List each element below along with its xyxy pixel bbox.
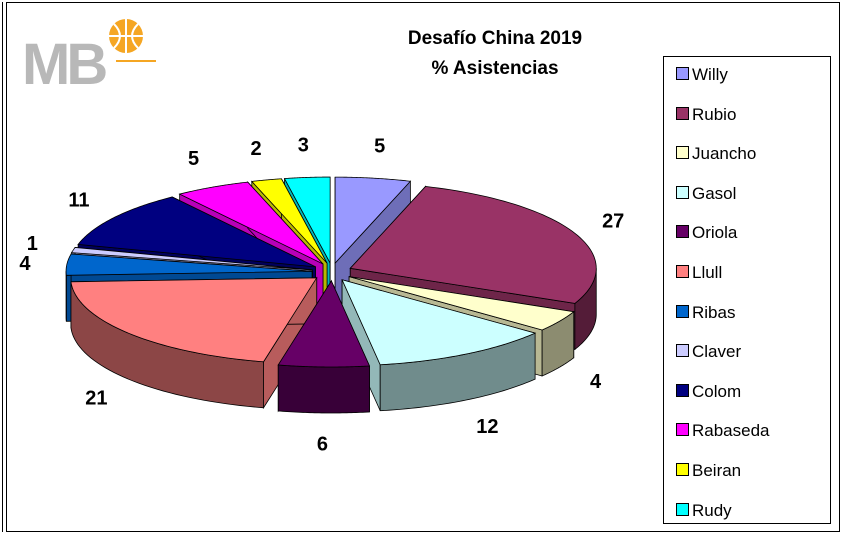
chart-title: Desafío China 2019 % Asistencias bbox=[330, 24, 660, 84]
legend-label: Gasol bbox=[692, 183, 737, 203]
legend-item-beiran: Beiran bbox=[676, 461, 741, 481]
logo-underline bbox=[116, 60, 156, 62]
logo: MB bbox=[22, 19, 156, 94]
legend-swatch bbox=[676, 304, 689, 318]
data-label-rabaseda: 5 bbox=[188, 148, 199, 170]
data-label-ribas: 4 bbox=[19, 253, 31, 275]
legend-swatch bbox=[676, 502, 689, 516]
legend-label: Juancho bbox=[692, 144, 757, 164]
legend-item-juancho: Juancho bbox=[676, 144, 756, 164]
legend-item-gasol: Gasol bbox=[676, 184, 736, 204]
legend-item-llull: Llull bbox=[676, 263, 722, 283]
pie-slice-oriola bbox=[277, 279, 371, 414]
legend-item-oriola: Oriola bbox=[676, 223, 737, 243]
legend-label: Llull bbox=[692, 263, 723, 282]
pie-slice-llull bbox=[70, 276, 318, 410]
legend-swatch bbox=[676, 383, 689, 397]
legend-swatch bbox=[676, 146, 689, 160]
legend-swatch bbox=[676, 225, 689, 239]
legend-item-rabaseda: Rabaseda bbox=[676, 421, 770, 441]
legend-item-ribas: Ribas bbox=[676, 303, 735, 323]
logo-text: MB bbox=[22, 32, 106, 94]
data-label-beiran: 2 bbox=[251, 138, 262, 160]
legend-swatch bbox=[676, 185, 689, 199]
data-label-colom: 11 bbox=[68, 190, 89, 212]
legend-label: Colom bbox=[692, 381, 742, 401]
data-label-claver: 1 bbox=[27, 233, 38, 255]
data-label-willy: 5 bbox=[374, 136, 385, 158]
outer-border bbox=[2, 2, 3, 532]
legend-label: Rudy bbox=[692, 500, 732, 520]
legend-swatch bbox=[676, 463, 689, 477]
legend: Willy Rubio Juancho Gasol Oriola Llull Ribas Cl… bbox=[663, 56, 831, 524]
legend-swatch bbox=[676, 265, 689, 279]
legend-swatch bbox=[676, 67, 689, 81]
legend-label: Willy bbox=[692, 65, 728, 84]
legend-swatch bbox=[676, 344, 689, 358]
legend-label: Beiran bbox=[692, 461, 742, 480]
data-label-gasol: 12 bbox=[476, 416, 498, 438]
legend-item-willy: Willy bbox=[676, 65, 728, 85]
legend-label: Oriola bbox=[692, 223, 738, 243]
basketball-icon bbox=[109, 19, 143, 53]
legend-label: Ribas bbox=[692, 302, 736, 322]
legend-item-claver: Claver bbox=[676, 342, 741, 362]
data-label-llull: 21 bbox=[85, 388, 107, 410]
legend-label: Rubio bbox=[692, 104, 737, 124]
data-label-juancho: 4 bbox=[590, 371, 602, 393]
legend-label: Rabaseda bbox=[692, 421, 770, 441]
chart-title-line-1: Desafío China 2019 bbox=[407, 28, 583, 49]
pie-slice-gasol bbox=[341, 279, 537, 412]
legend-item-colom: Colom bbox=[676, 382, 741, 402]
legend-item-rudy: Rudy bbox=[676, 501, 732, 521]
chart-title-line-2: % Asistencias bbox=[431, 58, 559, 79]
legend-swatch bbox=[676, 106, 689, 120]
data-label-rudy: 3 bbox=[298, 135, 309, 157]
legend-label: Claver bbox=[692, 342, 742, 362]
legend-swatch bbox=[676, 423, 689, 437]
data-label-rubio: 27 bbox=[602, 210, 624, 232]
data-label-oriola: 6 bbox=[317, 433, 328, 455]
legend-item-rubio: Rubio bbox=[676, 105, 736, 125]
